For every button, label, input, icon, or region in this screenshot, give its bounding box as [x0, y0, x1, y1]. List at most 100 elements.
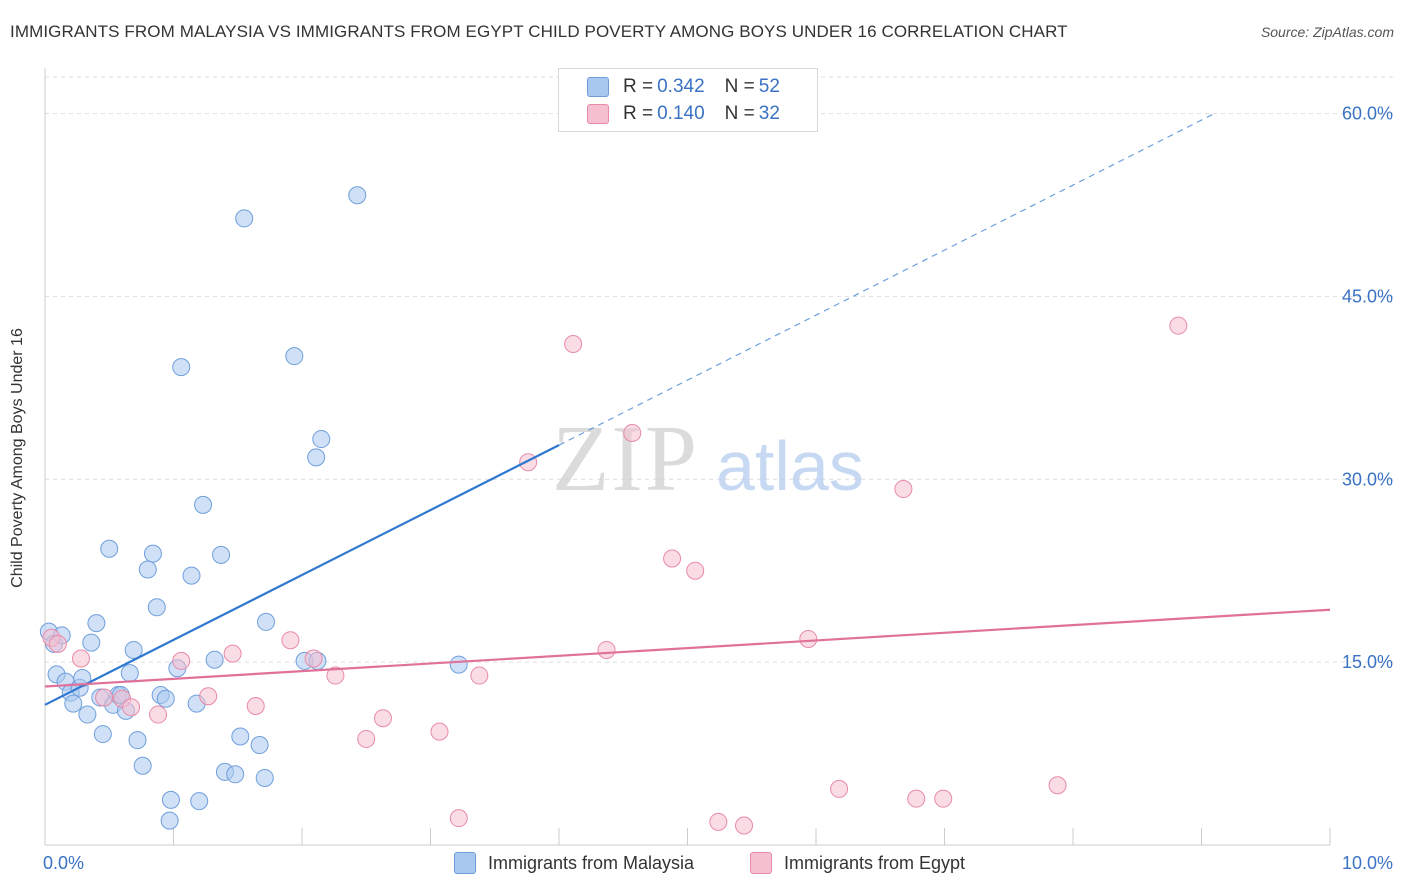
- axis-layer: [44, 68, 1331, 846]
- watermark-atlas: atlas: [716, 427, 864, 505]
- legend-row-malaysia: R = 0.342 N = 52: [587, 75, 780, 99]
- malaysia-point: [128, 731, 147, 750]
- malaysia-point: [93, 725, 112, 744]
- egypt-point: [799, 629, 818, 648]
- egypt-point: [430, 722, 449, 741]
- malaysia-point: [449, 655, 468, 674]
- malaysia-point: [124, 640, 143, 659]
- legend-r-value-egypt: 0.140: [657, 103, 705, 124]
- egypt-point: [326, 666, 345, 685]
- legend-n-value-egypt: 32: [758, 103, 780, 124]
- egypt-point: [122, 698, 141, 717]
- egypt-point: [735, 816, 754, 835]
- egypt-point: [246, 697, 265, 716]
- trend-lines: [44, 113, 1331, 706]
- legend-swatch-egypt: [750, 852, 772, 874]
- malaysia-point: [161, 790, 180, 809]
- legend-label-egypt: Immigrants from Egypt: [784, 852, 966, 873]
- egypt-point: [199, 687, 218, 706]
- malaysia-point: [156, 689, 175, 708]
- malaysia-point: [307, 448, 326, 467]
- source-note: Source: ZipAtlas.com: [1260, 24, 1394, 40]
- correlation-legend: R = 0.342 N = 52 R = 0.140 N = 32: [558, 68, 818, 132]
- legend-r-value-malaysia: 0.342: [657, 76, 705, 97]
- legend-row-egypt: R = 0.140 N = 32: [587, 102, 780, 126]
- malaysia-point: [78, 705, 97, 724]
- legend-label-malaysia: Immigrants from Malaysia: [488, 852, 695, 873]
- egypt-point: [357, 729, 376, 748]
- y-tick-label: 15.0%: [1342, 652, 1393, 672]
- y-tick-label: 30.0%: [1342, 469, 1393, 489]
- malaysia-trend-line: [44, 444, 560, 706]
- legend-swatch-malaysia: [587, 77, 609, 97]
- series-egypt-points: [42, 316, 1188, 835]
- egypt-point: [934, 789, 953, 808]
- egypt-point: [894, 480, 913, 499]
- egypt-point: [48, 634, 67, 653]
- malaysia-point: [172, 358, 191, 377]
- malaysia-point: [64, 694, 83, 713]
- egypt-point: [597, 640, 616, 659]
- egypt-point: [470, 666, 489, 685]
- egypt-point: [172, 651, 191, 670]
- legend-item-egypt: Immigrants from Egypt: [750, 852, 965, 874]
- malaysia-point: [205, 650, 224, 669]
- egypt-point: [1169, 316, 1188, 335]
- egypt-point: [686, 561, 705, 580]
- legend-r-label: R =: [623, 76, 654, 97]
- malaysia-point: [190, 792, 209, 811]
- malaysia-point: [182, 566, 201, 585]
- malaysia-point: [285, 347, 304, 366]
- egypt-point: [95, 688, 114, 707]
- malaysia-point: [82, 633, 101, 652]
- egypt-trend-line: [44, 608, 1331, 688]
- legend-n-value-malaysia: 52: [758, 76, 780, 97]
- malaysia-point: [120, 664, 139, 683]
- malaysia-point: [138, 560, 157, 579]
- legend-n-label: N =: [724, 103, 755, 124]
- tick-labels: 15.0% 30.0% 45.0% 60.0% 0.0% 10.0%: [43, 104, 1393, 873]
- malaysia-point: [312, 430, 331, 449]
- egypt-point: [709, 812, 728, 831]
- egypt-point: [71, 649, 90, 668]
- malaysia-point: [147, 598, 166, 617]
- legend-r-label: R =: [623, 103, 654, 124]
- egypt-point: [304, 649, 323, 668]
- malaysia-point: [257, 612, 276, 631]
- egypt-point: [519, 453, 538, 472]
- legend-item-malaysia: Immigrants from Malaysia: [454, 852, 694, 874]
- legend-n-label: N =: [724, 76, 755, 97]
- malaysia-point: [87, 614, 106, 633]
- malaysia-point: [235, 209, 254, 228]
- x-tick-label: 0.0%: [43, 853, 84, 873]
- malaysia-point: [212, 545, 231, 564]
- malaysia-point: [231, 727, 250, 746]
- egypt-point: [663, 549, 682, 568]
- malaysia-point: [226, 765, 245, 784]
- watermark: ZIP atlas: [552, 407, 864, 511]
- egypt-point: [223, 644, 242, 663]
- egypt-point: [149, 705, 168, 724]
- y-tick-label: 45.0%: [1342, 286, 1393, 306]
- malaysia-point: [143, 544, 162, 563]
- malaysia-point: [133, 756, 152, 775]
- watermark-zip: ZIP: [552, 407, 699, 511]
- egypt-point: [449, 809, 468, 828]
- egypt-point: [1048, 776, 1067, 795]
- egypt-point: [907, 789, 926, 808]
- legend-swatch-egypt: [587, 104, 609, 124]
- grid-layer: [45, 76, 1395, 663]
- malaysia-point: [160, 811, 179, 830]
- chart-title: IMMIGRANTS FROM MALAYSIA VS IMMIGRANTS F…: [10, 22, 1068, 41]
- egypt-point: [830, 779, 849, 798]
- series-malaysia-points: [39, 186, 468, 830]
- egypt-point: [373, 709, 392, 728]
- y-tick-label: 60.0%: [1342, 104, 1393, 124]
- malaysia-point: [250, 736, 269, 755]
- legend-swatch-malaysia: [454, 852, 476, 874]
- egypt-point: [564, 334, 583, 353]
- malaysia-trend-extension: [558, 113, 1215, 446]
- egypt-point: [281, 631, 300, 650]
- malaysia-point: [348, 186, 367, 205]
